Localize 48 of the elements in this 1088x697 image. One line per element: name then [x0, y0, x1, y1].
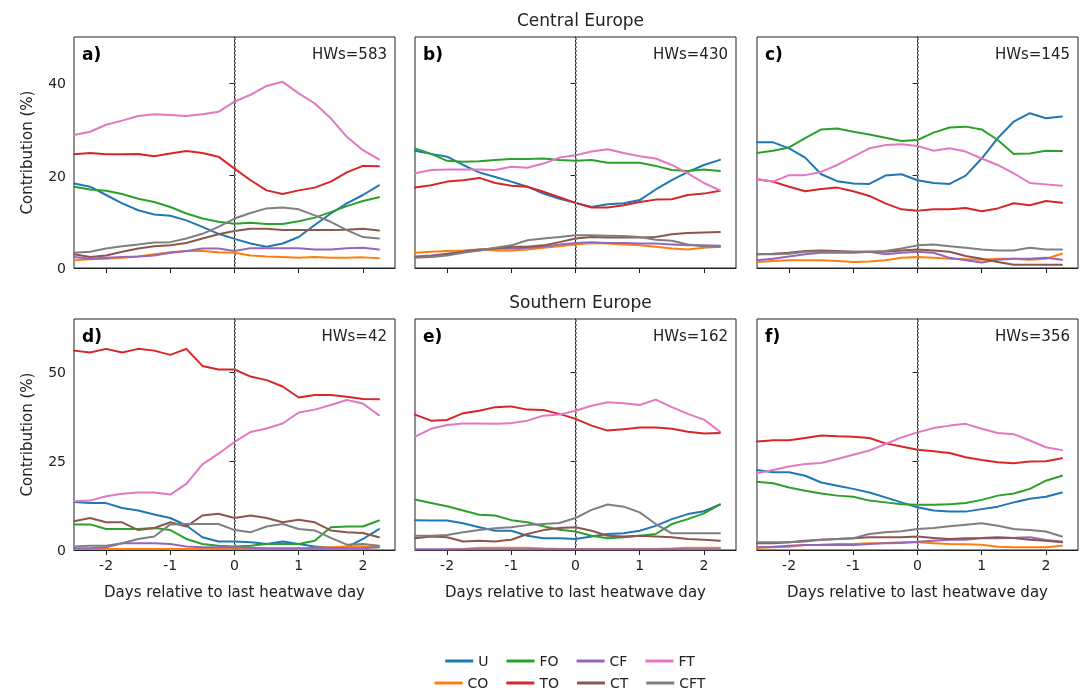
- annotation: d): [82, 325, 102, 346]
- y-tick-label: 0: [57, 260, 66, 276]
- y-axis-title: Contribution (%): [17, 90, 36, 215]
- annotation: b): [423, 43, 443, 64]
- annotation: HWs=42: [321, 326, 387, 345]
- legend-label: U: [478, 653, 489, 669]
- chart-title: Southern Europe: [509, 291, 652, 312]
- x-tick-label: 0: [571, 557, 580, 573]
- annotation: HWs=356: [994, 326, 1070, 345]
- legend-label: CT: [609, 675, 629, 691]
- annotation: c): [765, 43, 783, 64]
- y-tick-label: 25: [48, 453, 66, 470]
- legend-label: TO: [538, 675, 559, 691]
- x-axis-title: Days relative to last heatwave day: [787, 582, 1049, 601]
- annotation: HWs=430: [652, 44, 728, 63]
- y-tick-label: 20: [48, 167, 66, 184]
- legend-label: FT: [678, 653, 696, 669]
- annotation: f): [765, 325, 781, 346]
- x-tick-label: 2: [699, 557, 709, 573]
- x-tick-label: 2: [1041, 557, 1051, 573]
- annotation: e): [423, 325, 443, 346]
- x-tick-label: 1: [977, 557, 987, 573]
- annotation: HWs=145: [994, 44, 1070, 63]
- annotation: HWs=583: [311, 44, 387, 63]
- x-tick-label: 1: [294, 557, 304, 573]
- x-tick-label: -1: [846, 557, 861, 573]
- annotation: HWs=162: [652, 326, 728, 345]
- legend-label: CF: [609, 653, 628, 669]
- x-tick-label: 0: [913, 557, 922, 573]
- y-tick-label: 50: [48, 364, 66, 381]
- legend-label: CFT: [679, 675, 706, 691]
- x-tick-label: -1: [504, 557, 519, 573]
- x-tick-label: -2: [99, 557, 114, 573]
- annotation: a): [82, 43, 102, 64]
- x-tick-label: -2: [782, 557, 797, 573]
- x-tick-label: 0: [230, 557, 239, 573]
- x-tick-label: -2: [440, 557, 455, 573]
- x-axis-title: Days relative to last heatwave day: [104, 582, 366, 601]
- y-tick-label: 40: [48, 75, 66, 92]
- x-tick-label: -1: [163, 557, 178, 573]
- y-axis-title: Contribution (%): [17, 372, 36, 497]
- x-axis-title: Days relative to last heatwave day: [445, 582, 707, 601]
- y-tick-label: 0: [57, 542, 66, 558]
- legend-label: CO: [467, 675, 489, 691]
- x-tick-label: 1: [635, 557, 645, 573]
- x-tick-label: 2: [358, 557, 368, 573]
- chart-title: Central Europe: [516, 9, 645, 30]
- legend-label: FO: [539, 653, 559, 669]
